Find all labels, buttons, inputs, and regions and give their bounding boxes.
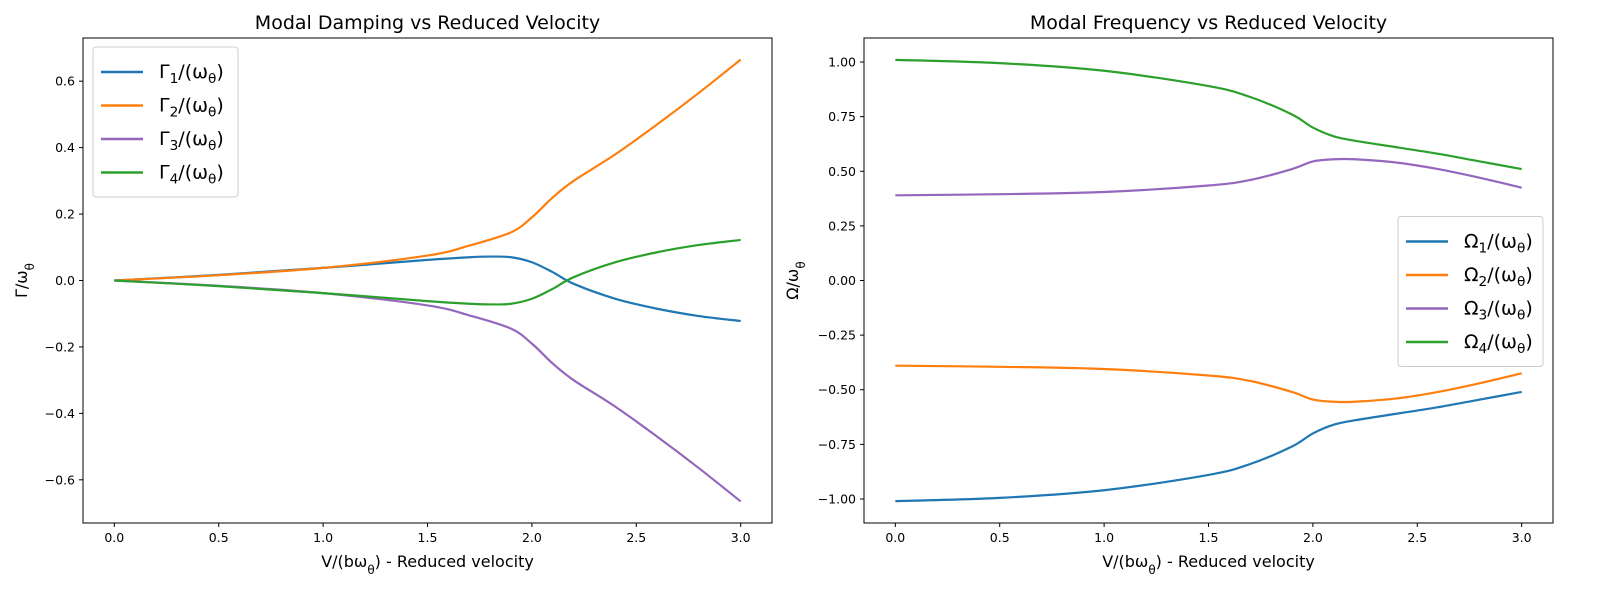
x-tick-label: 2.5	[1407, 530, 1427, 545]
y-tick-label: 0.2	[55, 207, 75, 222]
series-line-4	[114, 238, 741, 306]
y-tick-label: 0.25	[828, 218, 856, 233]
y-tick-label: 0.00	[828, 273, 856, 288]
y-tick-label: 0.50	[828, 164, 856, 179]
x-axis-label: V/(bωθ) - Reduced velocity	[1102, 552, 1315, 577]
x-tick-label: 0.5	[990, 530, 1010, 545]
y-axis-label: Γ/ωθ	[12, 263, 37, 298]
series-line-4	[895, 58, 1522, 171]
series-line-2	[114, 58, 742, 282]
y-axis-label: Ω/ωθ	[783, 261, 808, 299]
legend-label: Ω1/(ωθ)	[1464, 231, 1533, 257]
legend: Ω1/(ωθ) Ω2/(ωθ) Ω3/(ωθ) Ω4/(ωθ)	[1397, 216, 1544, 367]
x-tick-label: 1.0	[1094, 530, 1114, 545]
x-axis-label: V/(bωθ) - Reduced velocity	[321, 552, 534, 577]
y-tick-label: −0.6	[45, 472, 75, 487]
x-axis: 0.0 0.5 1.0 1.5 2.0 2.5 3.0	[104, 523, 751, 545]
series-line-1	[114, 255, 741, 323]
legend-label: Ω4/(ωθ)	[1464, 331, 1533, 357]
series-line-2	[895, 364, 1522, 404]
x-tick-label: 3.0	[1512, 530, 1532, 545]
y-tick-label: −0.75	[818, 437, 856, 452]
legend-label: Γ4/(ωθ)	[159, 162, 224, 188]
series-line-1	[895, 390, 1522, 503]
y-tick-label: 0.6	[55, 74, 75, 89]
chart-title: Modal Frequency vs Reduced Velocity	[1030, 12, 1387, 34]
legend-label: Γ3/(ωθ)	[159, 128, 224, 154]
x-tick-label: 3.0	[731, 530, 751, 545]
x-tick-label: 2.0	[1303, 530, 1323, 545]
y-tick-label: 0.75	[828, 109, 856, 124]
y-tick-label: 0.4	[55, 140, 75, 155]
y-tick-label: −0.4	[45, 406, 75, 421]
y-tick-label: 0.0	[55, 273, 75, 288]
x-tick-label: 1.5	[1199, 530, 1219, 545]
series-lines	[895, 58, 1522, 503]
x-tick-label: 1.0	[313, 530, 333, 545]
series-line-3	[895, 157, 1522, 197]
legend-label: Γ2/(ωθ)	[159, 95, 224, 121]
legend: Γ1/(ωθ) Γ2/(ωθ) Γ3/(ωθ) Γ4/(ωθ)	[92, 46, 239, 198]
series-lines	[114, 58, 742, 503]
legend-label: Ω2/(ωθ)	[1464, 264, 1533, 290]
y-tick-label: −0.50	[818, 382, 856, 397]
y-tick-label: 1.00	[828, 55, 856, 70]
chart-title: Modal Damping vs Reduced Velocity	[255, 12, 600, 34]
x-tick-label: 0.0	[885, 530, 905, 545]
y-tick-label: −0.2	[45, 339, 75, 354]
x-tick-label: 2.0	[522, 530, 542, 545]
legend-label: Γ1/(ωθ)	[159, 61, 224, 87]
legend-label: Ω3/(ωθ)	[1464, 298, 1533, 324]
legend-box	[92, 46, 239, 198]
y-axis: −0.6 −0.4 −0.2 0.0 0.2 0.4 0.6	[45, 74, 83, 487]
legend-box	[1397, 216, 1544, 367]
x-tick-label: 0.5	[209, 530, 229, 545]
y-tick-label: −0.25	[818, 328, 856, 343]
x-tick-label: 0.0	[104, 530, 124, 545]
x-tick-label: 1.5	[418, 530, 438, 545]
y-axis: −1.00 −0.75 −0.50 −0.25 0.00 0.25 0.50 0.75 1.00	[818, 55, 864, 506]
x-tick-label: 2.5	[626, 530, 646, 545]
y-tick-label: −1.00	[818, 491, 856, 506]
chart-panel-1: Modal Damping vs Reduced Velocity 0.0 0.5 1…	[12, 12, 773, 577]
x-axis: 0.0 0.5 1.0 1.5 2.0 2.5 3.0	[885, 523, 1532, 545]
series-line-3	[114, 279, 742, 503]
